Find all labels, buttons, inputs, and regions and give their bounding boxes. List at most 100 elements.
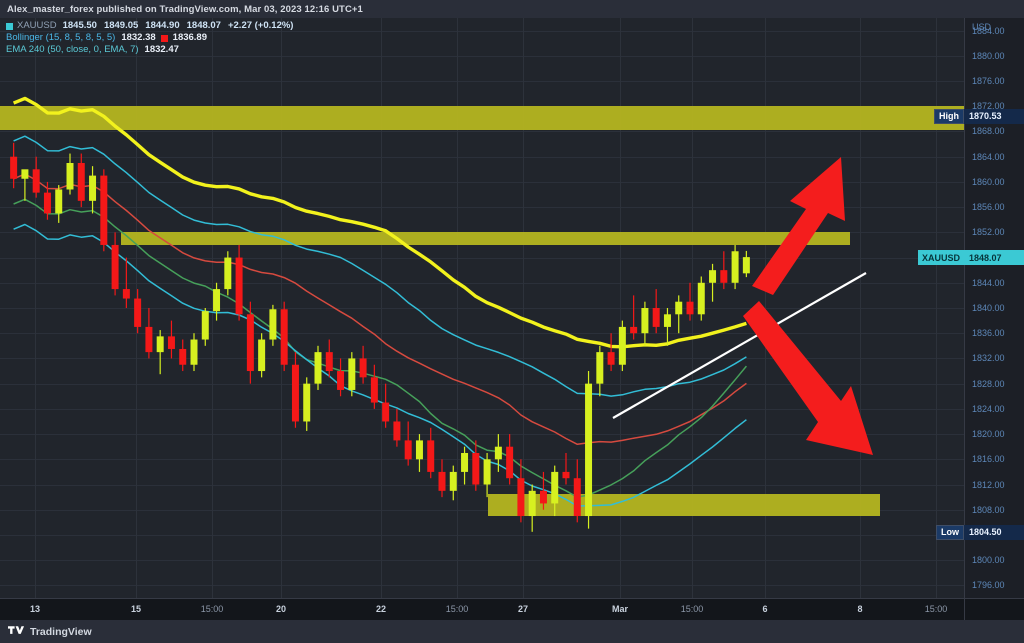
price-badge-last-value: 1848.07 — [964, 250, 1024, 266]
gridline-vertical — [281, 18, 282, 598]
candlestick-group — [10, 142, 750, 532]
candle-body — [675, 301, 683, 315]
candle-body — [427, 440, 435, 472]
candle-body — [506, 446, 514, 479]
candle-body — [472, 453, 480, 485]
gridline-horizontal — [0, 157, 964, 158]
tradingview-brand-text: TradingView — [30, 625, 92, 638]
candle-body — [55, 189, 63, 214]
ma-line-cyan-upper — [13, 135, 747, 397]
candle-body — [393, 421, 401, 441]
candle-body — [348, 358, 356, 390]
price-scale-tick: 1840.00 — [972, 303, 1005, 313]
resistance-zone-upper[interactable] — [0, 106, 964, 130]
chart-pane[interactable]: XAUUSD 1845.50 1849.05 1844.90 1848.07 +… — [0, 18, 964, 598]
price-badge-high: High 1870.53 — [934, 108, 1024, 124]
candle-body — [607, 352, 615, 365]
gridline-horizontal — [0, 31, 964, 32]
gridline-horizontal — [0, 560, 964, 561]
gridline-horizontal — [0, 434, 964, 435]
price-scale-tick: 1828.00 — [972, 378, 1005, 389]
price-scale-tick: 1864.00 — [972, 151, 1005, 162]
time-scale-divider — [964, 599, 965, 621]
candle-body — [337, 371, 345, 390]
time-scale-tick: 13 — [29, 604, 41, 614]
publish-header: Alex_master_forex published on TradingVi… — [0, 0, 1024, 18]
time-scale[interactable]: 13 15 15:00 20 22 15:00 27 Mar 15:00 6 8 15:00 — [0, 598, 1024, 621]
gridline-vertical — [523, 18, 524, 598]
candle-body — [145, 326, 153, 353]
candle-body — [213, 289, 221, 312]
price-scale-tick: 1880.00 — [972, 50, 1005, 61]
price-scale-tick: 1872.00 — [972, 101, 1005, 112]
bearish-arrow-icon[interactable] — [743, 301, 873, 455]
gridline-horizontal — [0, 459, 964, 460]
price-scale[interactable]: USD High 1870.53 XAUUSD 1848.07 Low 1804… — [917, 18, 1024, 598]
ma-line-green — [13, 198, 747, 498]
candle-body — [370, 377, 378, 403]
time-scale-tick: 22 — [375, 604, 387, 614]
candle-body — [303, 383, 311, 422]
candle-body — [21, 169, 29, 179]
candle-body — [179, 348, 187, 365]
gridline-vertical — [212, 18, 213, 598]
candle-body — [359, 358, 367, 378]
candle-body — [641, 308, 649, 334]
candle-body — [89, 175, 97, 201]
time-scale-tick: 20 — [275, 604, 287, 614]
price-badge-last: XAUUSD 1848.07 — [917, 250, 1024, 266]
price-scale-tick: 1824.00 — [972, 403, 1005, 414]
candle-body — [517, 478, 525, 517]
price-badge-high-value: 1870.53 — [964, 108, 1024, 124]
candle-body — [483, 459, 491, 485]
candle-body — [77, 163, 85, 201]
candle-body — [43, 192, 51, 214]
gridline-horizontal — [0, 510, 964, 511]
candle-body — [66, 163, 74, 190]
gridline-horizontal — [0, 182, 964, 183]
gridline-horizontal — [0, 308, 964, 309]
time-scale-tick: 15:00 — [200, 604, 224, 614]
price-scale-tick: 1820.00 — [972, 429, 1005, 440]
gridline-vertical — [936, 18, 937, 598]
candle-body — [573, 478, 581, 517]
candle-body — [731, 251, 739, 283]
candle-body — [709, 270, 717, 283]
gridline-horizontal — [0, 207, 964, 208]
candle-body — [438, 471, 446, 491]
price-badge-low-value: 1804.50 — [964, 524, 1024, 540]
time-scale-tick: 6 — [762, 604, 768, 614]
time-scale-tick: 8 — [857, 604, 863, 614]
gridline-horizontal — [0, 384, 964, 385]
price-scale-tick: 1876.00 — [972, 76, 1005, 87]
candle-body — [742, 257, 750, 274]
bullish-arrow-icon[interactable] — [752, 157, 845, 295]
candle-body — [415, 440, 423, 460]
time-scale-tick: Mar — [611, 604, 629, 614]
time-scale-tick: 15:00 — [445, 604, 469, 614]
gridline-vertical — [765, 18, 766, 598]
resistance-zone-mid[interactable] — [120, 232, 851, 245]
gridline-horizontal — [0, 131, 964, 132]
candle-body — [122, 289, 130, 299]
publish-header-text: Alex_master_forex published on TradingVi… — [7, 3, 363, 15]
price-series-layer — [10, 96, 750, 532]
candle-body — [269, 309, 277, 340]
price-scale-tick: 1836.00 — [972, 328, 1005, 339]
gridline-horizontal — [0, 81, 964, 82]
candle-body — [201, 311, 209, 340]
gridline-horizontal — [0, 56, 964, 57]
gridline-horizontal — [0, 283, 964, 284]
uptrend-line[interactable] — [612, 272, 867, 419]
ma-line-cyan-lower — [13, 223, 747, 507]
time-scale-tick: 15:00 — [680, 604, 704, 614]
candle-body — [134, 298, 142, 327]
drawing-overlay-layer[interactable] — [0, 18, 964, 598]
candle-body — [111, 244, 119, 290]
candle-body — [156, 336, 164, 353]
time-scale-tick: 15 — [130, 604, 142, 614]
price-scale-tick: 1884.00 — [972, 25, 1005, 36]
ma-line-red — [13, 173, 747, 446]
candle-body — [224, 257, 232, 290]
